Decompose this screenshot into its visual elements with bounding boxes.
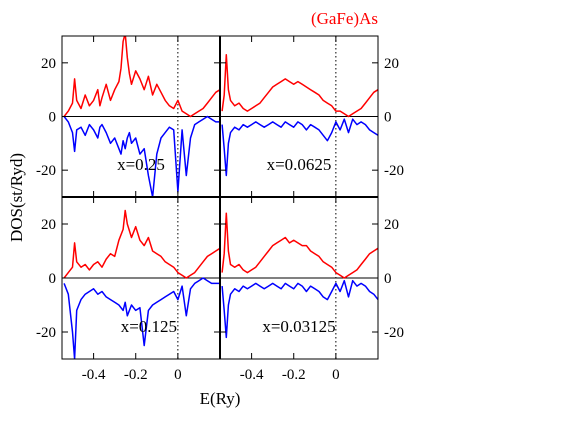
x-tick-label: 0 [174,367,182,383]
x-tick-label: -0.4 [240,367,264,383]
dos-up-line [221,54,378,118]
y-tick-label: -20 [36,325,56,341]
y-tick-label: 20 [41,217,56,233]
y-tick-label: 0 [384,271,392,287]
dos-down-line [63,115,220,197]
y-tick-label: -20 [384,163,404,179]
panel-label: x=0.125 [121,317,177,336]
panel-1 [62,36,220,197]
panel-label: x=0.25 [117,155,165,174]
panel-label: x=0.0625 [267,155,332,174]
x-tick-label: -0.2 [124,367,148,383]
y-tick-label: 0 [384,110,392,126]
y-tick-label: 20 [384,56,399,72]
x-tick-label: 0 [332,367,340,383]
dos-down-line [221,279,378,339]
y-axis-label: DOS(st/Ryd) [7,153,26,242]
panel-group: x=0.25 x=0.0625 x=0.125 x=0.03125 [62,36,378,359]
panel-4 [220,197,378,359]
chart-title: (GaFe)As [311,9,378,28]
panel-3 [62,197,220,359]
dos-up-line [63,209,220,279]
y-tick-label: 0 [49,271,57,287]
y-tick-label: 0 [49,110,57,126]
dos-down-line [63,277,220,359]
x-axis-label: E(Ry) [200,389,241,408]
dos-up-line [63,36,220,118]
dos-up-line [221,212,378,279]
y-tick-label: 20 [41,56,56,72]
x-tick-label: -0.2 [282,367,306,383]
frame-group: 20 0 -20 20 0 -20 20 0 -20 -0.4 -0.2 0 20 0 -20 -0.4 -0.… [36,35,404,383]
y-tick-label: 20 [384,217,399,233]
panel-label: x=0.03125 [262,317,335,336]
x-tick-label: -0.4 [82,367,106,383]
y-tick-label: -20 [36,163,56,179]
panel-2 [220,36,378,197]
y-tick-label: -20 [384,325,404,341]
dos-down-line [221,118,378,177]
